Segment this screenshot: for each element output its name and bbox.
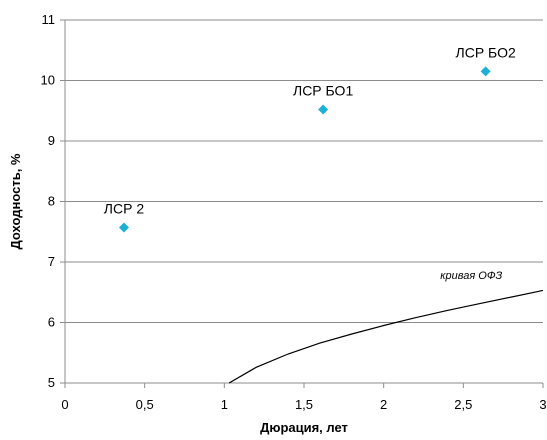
- x-tick-label: 2,5: [454, 397, 472, 412]
- x-tick-label: 0,5: [136, 397, 154, 412]
- data-point-label: ЛСР 2: [104, 201, 145, 217]
- gridlines: [65, 19, 543, 323]
- y-tick-label: 5: [48, 375, 55, 390]
- x-tick-label: 1,5: [295, 397, 313, 412]
- y-tick-label: 7: [48, 254, 55, 269]
- x-tick-label: 0: [61, 397, 68, 412]
- y-axis-title: Доходность, %: [8, 153, 23, 249]
- ofz-curve: [228, 289, 544, 384]
- y-tick-labels: 5 6 7 8 9 10 11: [41, 12, 55, 390]
- y-tick-label: 10: [41, 73, 55, 88]
- data-point-label: ЛСР БО1: [293, 83, 353, 99]
- data-point-marker: [118, 222, 129, 233]
- x-tick-label: 2: [380, 397, 387, 412]
- y-tick-label: 8: [48, 194, 55, 209]
- x-tick-label: 1: [221, 397, 228, 412]
- x-tick-labels: 0 0,5 1 1,5 2 2,5 3: [61, 397, 546, 412]
- data-point-label: ЛСР БО2: [456, 44, 516, 60]
- ofz-curve-label: кривая ОФЗ: [440, 270, 502, 282]
- axes: [60, 19, 544, 388]
- data-point-marker: [318, 104, 329, 115]
- data-points: ЛСР 2 ЛСР БО1 ЛСР БО2: [104, 44, 516, 233]
- y-tick-label: 6: [48, 315, 55, 330]
- x-tick-label: 3: [539, 397, 546, 412]
- y-tick-label: 11: [42, 12, 56, 27]
- x-axis-title: Дюрация, лет: [260, 420, 348, 435]
- data-point-marker: [480, 66, 491, 77]
- y-tick-label: 9: [48, 133, 55, 148]
